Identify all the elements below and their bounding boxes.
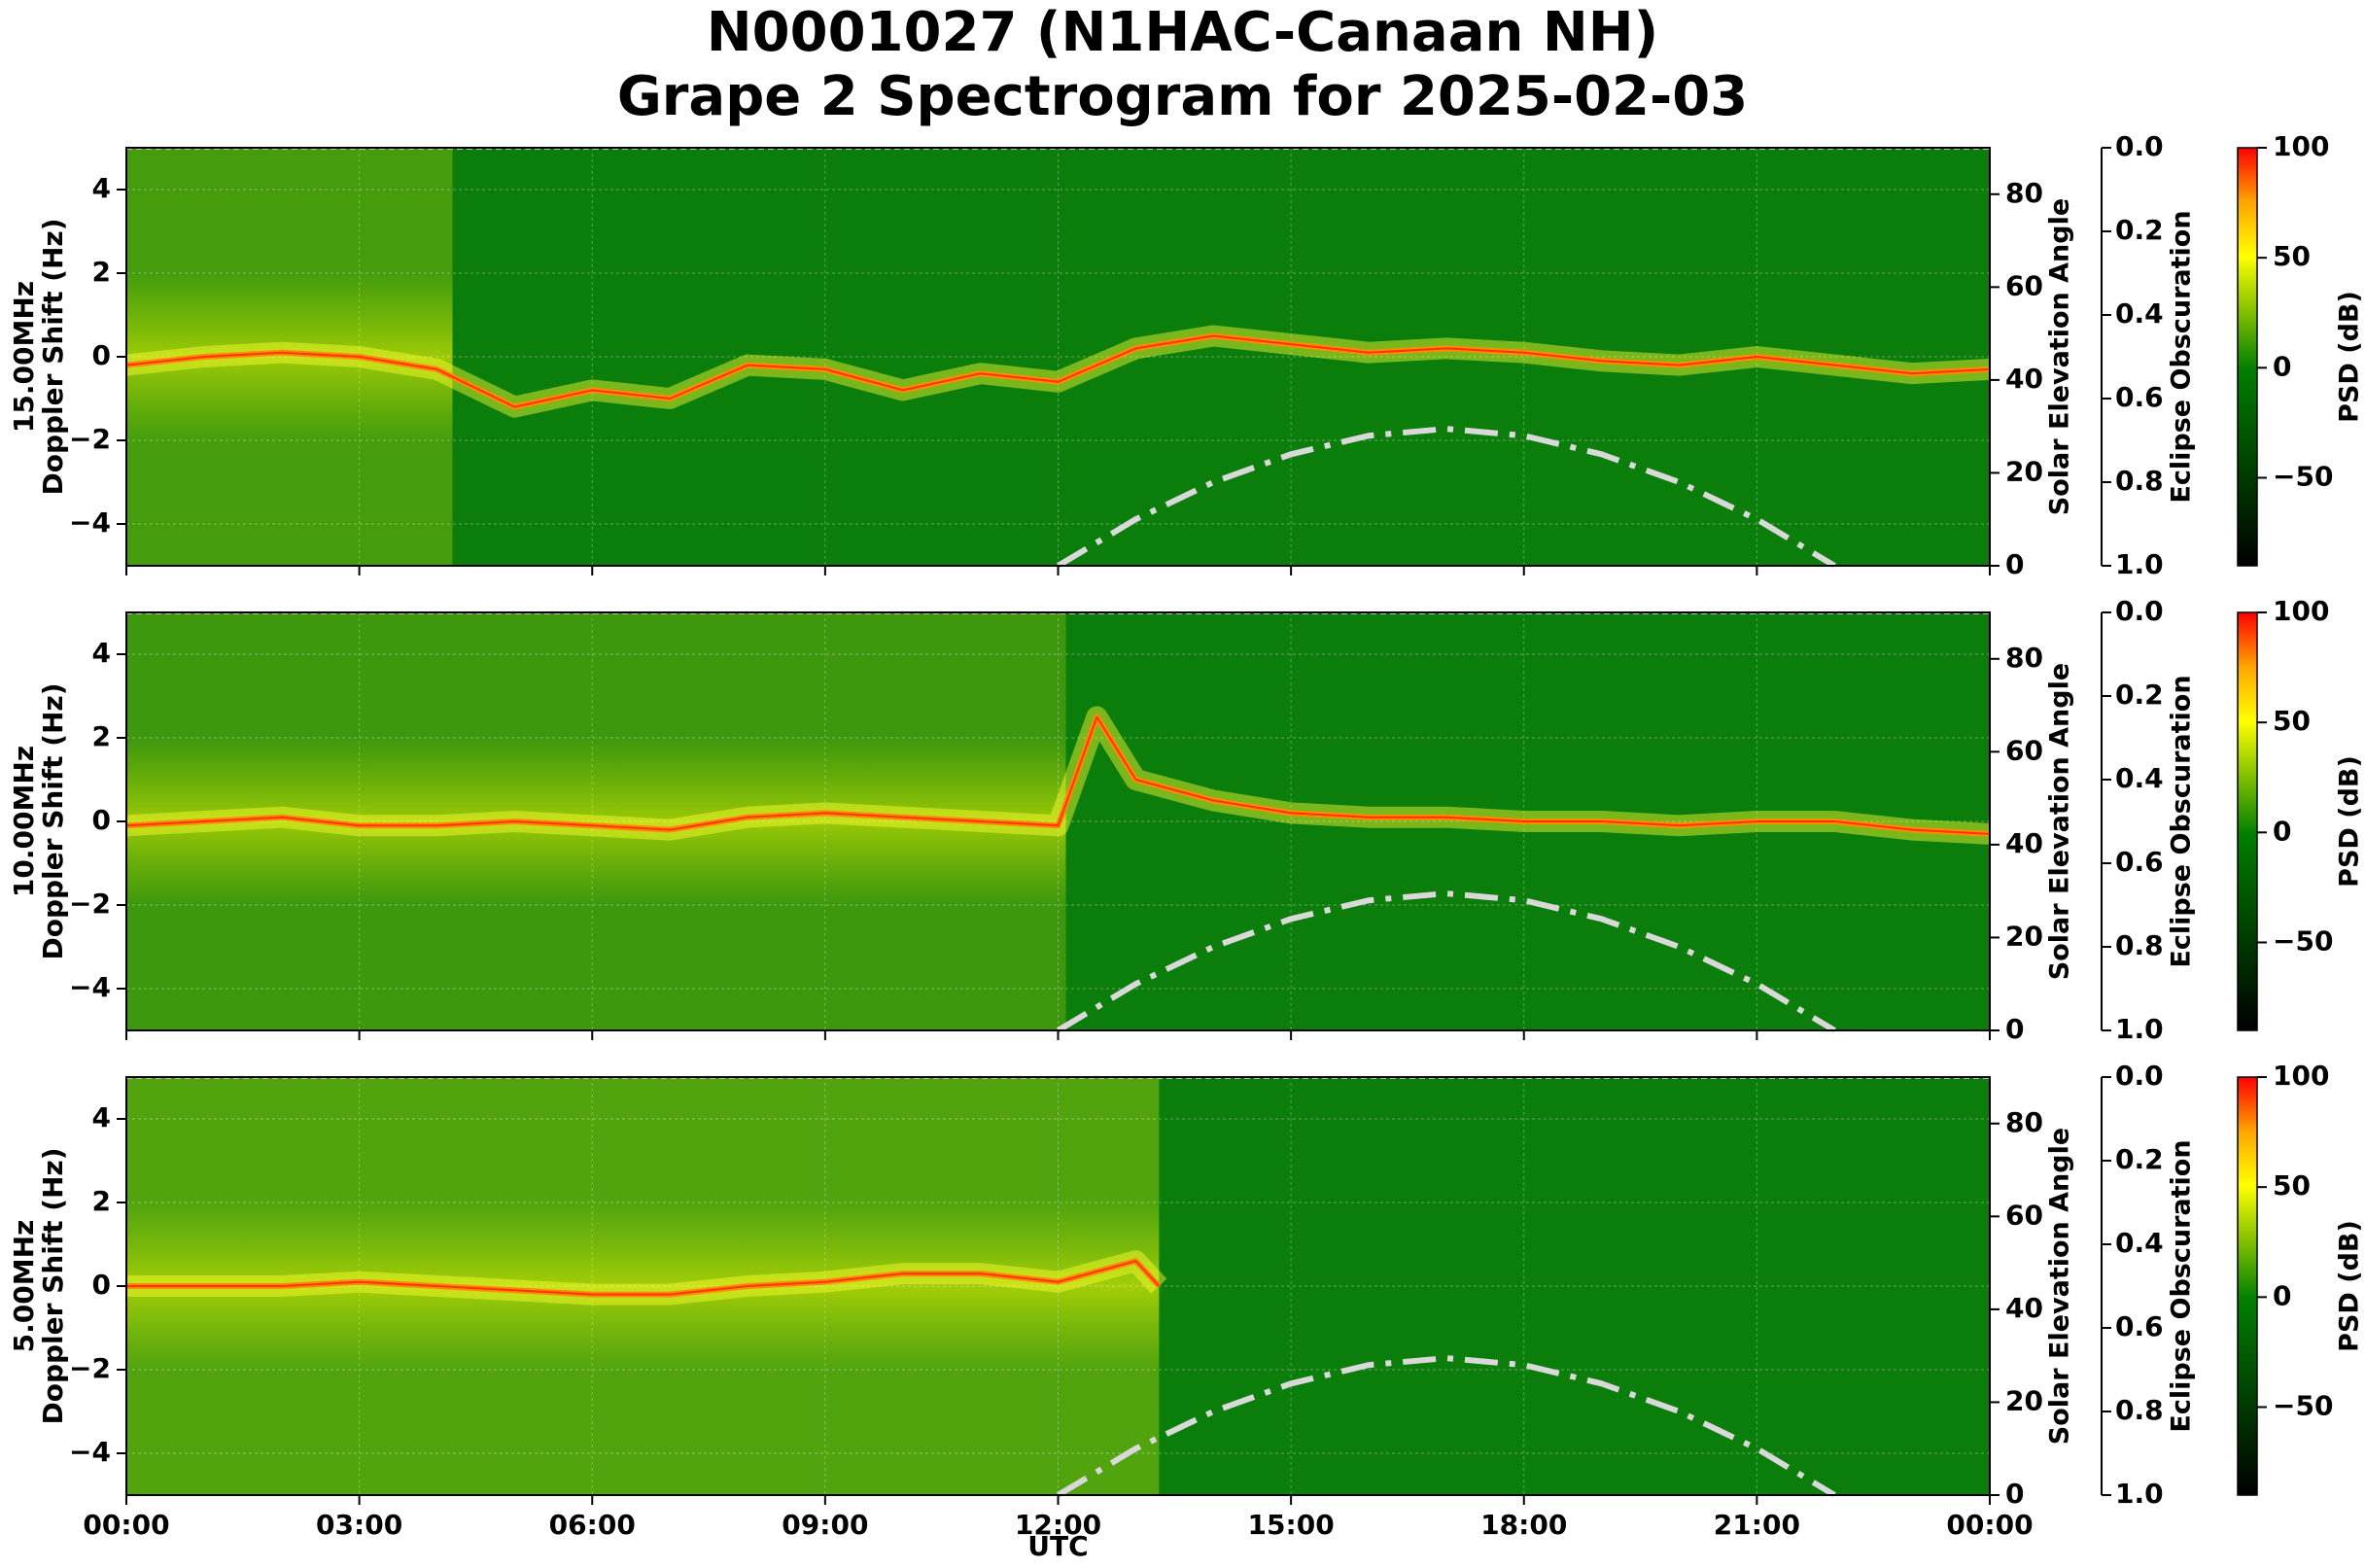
colorbar-label: PSD (dB) xyxy=(2335,291,2365,423)
y-tick-label: −2 xyxy=(69,423,111,455)
doppler-trace-core xyxy=(125,334,1991,408)
y2-tick-label: 80 xyxy=(2005,177,2043,209)
y3-tick-label: 1.0 xyxy=(2115,1478,2164,1510)
colorbar-tick-label: 50 xyxy=(2273,240,2311,272)
x-axis-label: UTC xyxy=(1027,1530,1088,1562)
y3-tick-label: 1.0 xyxy=(2115,548,2164,580)
y2-tick-label: 40 xyxy=(2005,363,2043,395)
y2-tick-label: 40 xyxy=(2005,1292,2043,1324)
solar-elevation-axis-label: Solar Elevation Angle xyxy=(2045,198,2075,515)
colorbar-tick-label: 50 xyxy=(2273,1169,2311,1202)
colorbar-tick-label: 100 xyxy=(2273,1060,2329,1092)
y2-tick-label: 20 xyxy=(2005,455,2043,487)
solar-elevation-curve xyxy=(1056,1355,1836,1498)
y2-tick-label: 40 xyxy=(2005,827,2043,859)
y3-tick-label: 0.8 xyxy=(2115,1394,2164,1426)
chart-title-line-1: N0001027 (N1HAC-Canaan NH) xyxy=(706,1,1659,64)
y3-tick-label: 0.6 xyxy=(2115,1310,2164,1342)
colorbar-tick-label: 0 xyxy=(2273,1279,2291,1311)
x-tick-label: 00:00 xyxy=(83,1509,169,1541)
y2-tick-label: 20 xyxy=(2005,920,2043,952)
y-tick-label: −2 xyxy=(69,1352,111,1384)
solar-elevation-axis-label: Solar Elevation Angle xyxy=(2045,1128,2075,1445)
y2-tick-label: 20 xyxy=(2005,1384,2043,1416)
chart-title-line-2: Grape 2 Spectrogram for 2025-02-03 xyxy=(616,65,1749,128)
solar-elevation-axis-label: Solar Elevation Angle xyxy=(2045,663,2075,980)
y3-tick-label: 0.2 xyxy=(2115,1143,2164,1175)
colorbar-label: PSD (dB) xyxy=(2335,1220,2365,1352)
eclipse-obscuration-axis-label: Eclipse Obscuration xyxy=(2167,210,2197,503)
y-tick-label: −4 xyxy=(69,971,111,1003)
y-tick-label: 4 xyxy=(92,637,111,669)
doppler-trace-core xyxy=(126,1260,1161,1296)
y2-tick-label: 0 xyxy=(2005,1013,2024,1045)
y-tick-label: 2 xyxy=(92,720,111,752)
x-tick-label: 09:00 xyxy=(782,1509,868,1541)
y2-tick-label: 60 xyxy=(2005,734,2043,766)
y3-tick-label: 1.0 xyxy=(2115,1013,2164,1045)
colorbar-tick-label: 100 xyxy=(2273,130,2329,162)
colorbar-tick-label: −50 xyxy=(2273,924,2333,957)
y3-tick-label: 0.0 xyxy=(2115,130,2164,162)
y2-tick-label: 60 xyxy=(2005,269,2043,301)
y2-tick-label: 80 xyxy=(2005,642,2043,674)
x-tick-label: 06:00 xyxy=(549,1509,636,1541)
colorbar-tick-label: 50 xyxy=(2273,705,2311,737)
y-tick-label: 0 xyxy=(92,1269,111,1301)
colorbar-label: PSD (dB) xyxy=(2335,755,2365,888)
y-axis-label-frequency: 15.00MHz xyxy=(8,281,40,433)
y2-tick-label: 60 xyxy=(2005,1199,2043,1231)
y3-tick-label: 0.4 xyxy=(2115,762,2164,794)
y-tick-label: −4 xyxy=(69,506,111,539)
y3-tick-label: 0.2 xyxy=(2115,214,2164,246)
y3-tick-label: 0.6 xyxy=(2115,846,2164,878)
y-tick-label: 0 xyxy=(92,339,111,371)
y2-tick-label: 0 xyxy=(2005,1478,2024,1510)
psd-colorbar xyxy=(2237,611,2258,1031)
y3-tick-label: 0.6 xyxy=(2115,381,2164,413)
y-tick-label: 4 xyxy=(92,1101,111,1133)
y-tick-label: 2 xyxy=(92,1185,111,1217)
spectrogram-glow-band xyxy=(126,738,1066,905)
y3-tick-label: 0.4 xyxy=(2115,1227,2164,1259)
y-tick-label: 4 xyxy=(92,172,111,204)
y-tick-label: 0 xyxy=(92,804,111,836)
y3-tick-label: 0.8 xyxy=(2115,929,2164,961)
y3-tick-label: 0.8 xyxy=(2115,465,2164,497)
y-tick-label: −2 xyxy=(69,888,111,920)
y3-tick-label: 0.4 xyxy=(2115,297,2164,330)
eclipse-obscuration-axis-label: Eclipse Obscuration xyxy=(2167,675,2197,967)
x-tick-label: 00:00 xyxy=(1946,1509,2033,1541)
colorbar-tick-label: 0 xyxy=(2273,350,2291,382)
eclipse-obscuration-axis-label: Eclipse Obscuration xyxy=(2167,1139,2197,1432)
y-axis-label-frequency: 5.00MHz xyxy=(8,1220,40,1353)
y3-tick-label: 0.0 xyxy=(2115,595,2164,627)
x-tick-label: 12:00 xyxy=(1015,1509,1101,1541)
colorbar-tick-label: −50 xyxy=(2273,460,2333,492)
doppler-trace-core xyxy=(125,715,1991,835)
y-tick-label: 2 xyxy=(92,256,111,288)
y2-tick-label: 0 xyxy=(2005,548,2024,580)
y-axis-label: Doppler Shift (Hz) xyxy=(37,218,69,495)
x-tick-label: 15:00 xyxy=(1248,1509,1335,1541)
y-axis-label: Doppler Shift (Hz) xyxy=(37,1147,69,1424)
y-axis-label: Doppler Shift (Hz) xyxy=(37,682,69,959)
psd-colorbar xyxy=(2237,147,2258,567)
x-tick-label: 03:00 xyxy=(316,1509,402,1541)
psd-colorbar xyxy=(2237,1076,2258,1496)
x-tick-label: 18:00 xyxy=(1480,1509,1567,1541)
x-tick-label: 21:00 xyxy=(1714,1509,1800,1541)
colorbar-tick-label: −50 xyxy=(2273,1389,2333,1421)
y-tick-label: −4 xyxy=(69,1436,111,1468)
y2-tick-label: 80 xyxy=(2005,1106,2043,1138)
solar-elevation-curve xyxy=(1056,426,1836,569)
colorbar-tick-label: 100 xyxy=(2273,595,2329,627)
y3-tick-label: 0.2 xyxy=(2115,679,2164,711)
y-axis-label-frequency: 10.00MHz xyxy=(8,746,40,897)
colorbar-tick-label: 0 xyxy=(2273,815,2291,847)
y3-tick-label: 0.0 xyxy=(2115,1060,2164,1092)
solar-elevation-curve xyxy=(1056,890,1836,1033)
